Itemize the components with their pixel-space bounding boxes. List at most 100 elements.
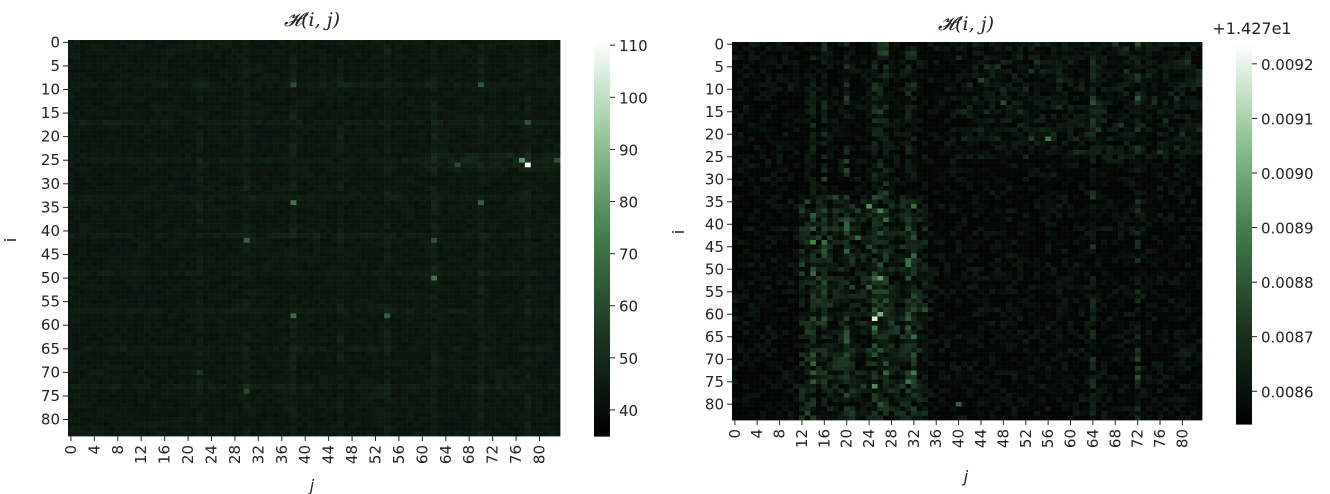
- heatmap-cell: [149, 261, 157, 267]
- heatmap-cell: [91, 223, 98, 230]
- heatmap-cell: [313, 157, 321, 164]
- heatmap-cell: [372, 49, 379, 55]
- heatmap-cell: [97, 68, 104, 74]
- heatmap-cell: [343, 237, 350, 244]
- heatmap-cell: [143, 53, 151, 60]
- heatmap-cell: [214, 162, 221, 168]
- heatmap-cell: [348, 261, 356, 267]
- heatmap-cell: [202, 218, 210, 225]
- heatmap-cell: [132, 270, 139, 277]
- heatmap-cell: [261, 218, 268, 225]
- heatmap-cell: [436, 303, 444, 310]
- heatmap-cell: [208, 82, 215, 88]
- heatmap-cell: [360, 181, 368, 187]
- heatmap-cell: [102, 77, 110, 83]
- heatmap-cell: [161, 209, 169, 215]
- heatmap-cell: [85, 72, 92, 79]
- heatmap-cell: [173, 218, 180, 225]
- heatmap-cell: [97, 152, 104, 159]
- heatmap-cell: [108, 148, 116, 154]
- heatmap-cell: [126, 313, 133, 319]
- heatmap-cell: [384, 63, 391, 69]
- heatmap-cell: [460, 200, 467, 206]
- heatmap-cell: [319, 181, 327, 187]
- heatmap-cell: [179, 317, 186, 324]
- heatmap-cell: [307, 152, 315, 159]
- heatmap-cell: [120, 251, 128, 258]
- heatmap-cell: [97, 289, 104, 296]
- heatmap-cell: [296, 256, 303, 263]
- heatmap-cell: [366, 63, 374, 69]
- heatmap-cell: [278, 247, 286, 253]
- heatmap-cell: [249, 148, 256, 154]
- heatmap-cell: [237, 143, 245, 149]
- heatmap-cell: [143, 185, 151, 192]
- heatmap-cell: [419, 251, 426, 258]
- heatmap-cell: [524, 53, 532, 60]
- heatmap-cell: [161, 115, 169, 121]
- heatmap-cell: [79, 317, 87, 324]
- heatmap-cell: [132, 313, 139, 319]
- heatmap-cell: [149, 280, 157, 286]
- heatmap-cell: [425, 237, 432, 244]
- heatmap-cell: [302, 181, 309, 187]
- heatmap-cell: [325, 242, 333, 248]
- heatmap-cell: [553, 284, 561, 291]
- heatmap-cell: [512, 218, 520, 225]
- heatmap-cell: [360, 251, 368, 258]
- heatmap-cell: [512, 181, 520, 187]
- heatmap-cell: [102, 303, 110, 310]
- heatmap-cell: [343, 195, 350, 201]
- heatmap-cell: [507, 280, 514, 286]
- heatmap-cell: [243, 110, 251, 116]
- heatmap-cell: [413, 308, 420, 314]
- heatmap-cell: [155, 313, 163, 319]
- heatmap-cell: [214, 115, 221, 121]
- heatmap-cell: [184, 115, 192, 121]
- heatmap-cell: [225, 223, 233, 230]
- heatmap-cell: [102, 209, 110, 215]
- heatmap-cell: [407, 119, 415, 126]
- heatmap-cell: [102, 313, 110, 319]
- heatmap-cell: [91, 185, 98, 192]
- heatmap-cell: [337, 308, 344, 314]
- heatmap-cell: [536, 242, 543, 248]
- heatmap-cell: [454, 200, 461, 206]
- heatmap-cell: [202, 266, 210, 272]
- heatmap-cell: [67, 39, 75, 46]
- heatmap-cell: [360, 280, 368, 286]
- heatmap-cell: [138, 44, 145, 50]
- heatmap-cell: [354, 152, 362, 159]
- heatmap-cell: [384, 251, 391, 258]
- heatmap-cell: [348, 101, 356, 107]
- heatmap-cell: [290, 308, 297, 314]
- heatmap-cell: [173, 185, 180, 192]
- heatmap-cell: [518, 39, 526, 46]
- heatmap-cell: [471, 280, 479, 286]
- heatmap-cell: [337, 82, 344, 88]
- heatmap-cell: [108, 39, 116, 46]
- heatmap-cell: [407, 247, 415, 253]
- heatmap-cell: [419, 256, 426, 263]
- heatmap-cell: [389, 185, 397, 192]
- heatmap-cell: [73, 209, 81, 215]
- heatmap-cell: [454, 129, 461, 135]
- heatmap-cell: [360, 72, 368, 79]
- heatmap-cell: [501, 115, 508, 121]
- heatmap-cell: [272, 143, 280, 149]
- heatmap-cell: [155, 39, 163, 46]
- heatmap-cell: [319, 233, 327, 239]
- heatmap-cell: [237, 91, 245, 98]
- heatmap-cell: [395, 82, 403, 88]
- heatmap-cell: [507, 214, 514, 220]
- heatmap-cell: [536, 176, 543, 182]
- heatmap-cell: [430, 190, 438, 197]
- heatmap-cell: [436, 119, 444, 126]
- heatmap-cell: [536, 299, 543, 305]
- heatmap-cell: [284, 143, 292, 149]
- heatmap-cell: [179, 53, 186, 60]
- heatmap-cell: [372, 44, 379, 50]
- heatmap-cell: [143, 39, 151, 46]
- heatmap-cell: [231, 49, 239, 55]
- heatmap-cell: [97, 214, 104, 220]
